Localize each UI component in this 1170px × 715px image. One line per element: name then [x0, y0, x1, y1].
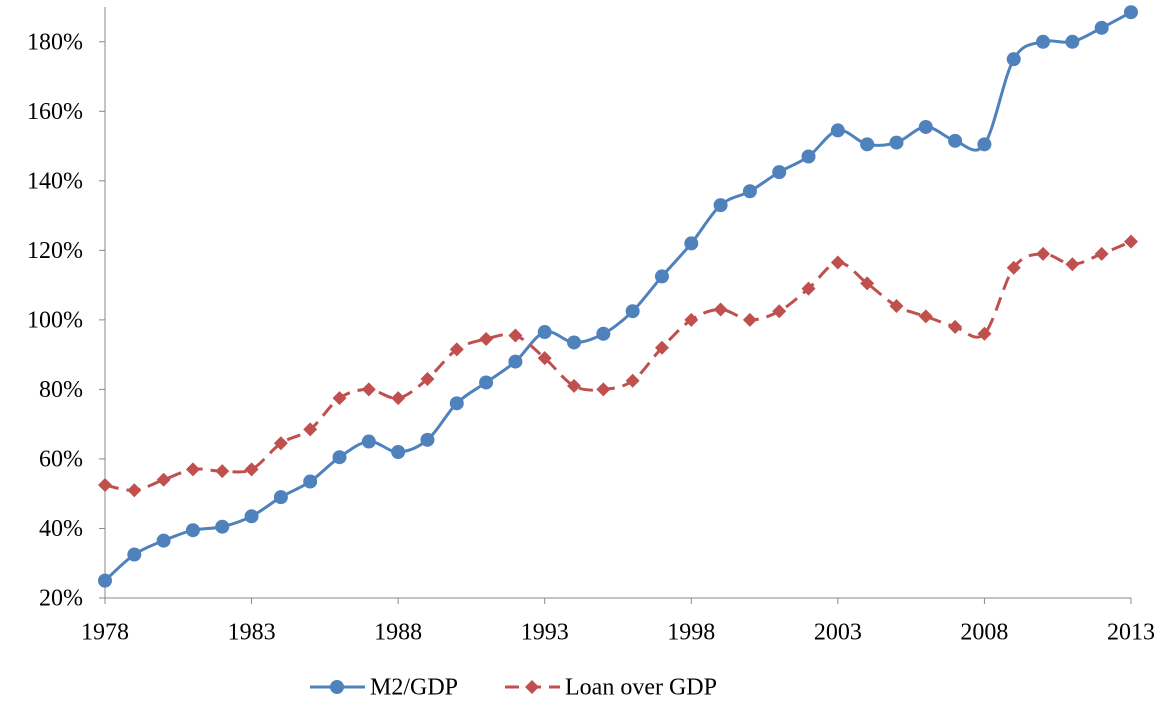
x-tick-label: 1983: [228, 620, 276, 646]
marker: [391, 391, 406, 406]
y-tick-label: 160%: [27, 99, 83, 125]
y-tick-label: 180%: [27, 29, 83, 55]
legend-label: Loan over GDP: [565, 675, 717, 701]
series-line: [103, 10, 1132, 582]
marker: [273, 436, 288, 451]
marker: [1124, 234, 1138, 249]
marker: [654, 340, 669, 355]
marker: [361, 434, 376, 449]
marker: [332, 450, 347, 465]
y-tick-label: 80%: [39, 377, 83, 403]
marker: [244, 462, 259, 477]
marker: [479, 375, 494, 390]
marker: [948, 133, 963, 148]
marker: [684, 236, 699, 251]
marker: [537, 351, 552, 366]
marker: [918, 119, 933, 134]
marker: [1006, 260, 1021, 275]
series-line: [104, 240, 1132, 492]
marker: [654, 269, 669, 284]
marker: [215, 519, 230, 534]
marker: [127, 483, 142, 498]
marker: [713, 198, 728, 213]
marker: [713, 302, 728, 317]
marker: [625, 373, 640, 388]
marker: [918, 309, 933, 324]
marker: [391, 444, 406, 459]
marker: [860, 137, 875, 152]
marker: [801, 149, 816, 164]
marker: [948, 319, 963, 334]
x-tick-label: 1978: [81, 620, 129, 646]
marker: [1065, 257, 1080, 272]
marker: [244, 509, 259, 524]
marker: [1036, 34, 1051, 49]
marker: [772, 165, 787, 180]
marker: [625, 304, 640, 319]
marker: [361, 382, 376, 397]
marker: [420, 371, 435, 386]
y-tick-label: 120%: [27, 238, 83, 264]
x-tick-label: 2003: [814, 620, 862, 646]
marker: [185, 523, 200, 538]
marker: [449, 342, 464, 357]
marker: [156, 472, 171, 487]
marker: [98, 478, 112, 493]
marker: [742, 184, 757, 199]
marker: [127, 547, 142, 562]
marker: [215, 464, 230, 479]
x-tick-label: 1998: [667, 620, 715, 646]
marker: [830, 123, 845, 138]
y-tick-label: 60%: [39, 446, 83, 472]
marker: [273, 490, 288, 505]
legend-marker: [525, 680, 539, 694]
marker: [801, 281, 816, 296]
marker: [98, 573, 112, 588]
x-tick-label: 2008: [960, 620, 1008, 646]
y-tick-label: 100%: [27, 307, 83, 333]
marker: [1124, 5, 1138, 20]
marker: [977, 137, 992, 152]
marker: [596, 382, 611, 397]
marker: [830, 255, 845, 270]
marker: [772, 304, 787, 319]
x-tick-label: 2013: [1107, 620, 1155, 646]
marker: [303, 422, 318, 437]
marker: [889, 135, 904, 150]
y-tick-label: 40%: [39, 516, 83, 542]
marker: [479, 332, 494, 347]
marker: [508, 354, 523, 369]
marker: [508, 328, 523, 343]
marker: [156, 533, 171, 548]
marker: [185, 462, 200, 477]
y-tick-label: 140%: [27, 168, 83, 194]
marker: [332, 391, 347, 406]
legend-marker: [330, 680, 344, 694]
marker: [684, 312, 699, 327]
marker: [1006, 52, 1021, 67]
marker: [742, 312, 757, 327]
marker: [567, 378, 582, 393]
marker: [449, 396, 464, 411]
y-tick-label: 20%: [39, 586, 83, 612]
marker: [1036, 246, 1051, 261]
x-tick-label: 1988: [374, 620, 422, 646]
marker: [537, 325, 552, 340]
marker: [567, 335, 582, 350]
x-tick-label: 1993: [521, 620, 569, 646]
marker: [889, 298, 904, 313]
marker: [1094, 20, 1109, 35]
marker: [303, 474, 318, 489]
marker: [420, 432, 435, 447]
marker: [1094, 246, 1109, 261]
marker: [860, 276, 875, 291]
legend-label: M2/GDP: [370, 675, 458, 701]
marker: [1065, 34, 1080, 49]
marker: [977, 326, 992, 341]
marker: [596, 326, 611, 341]
